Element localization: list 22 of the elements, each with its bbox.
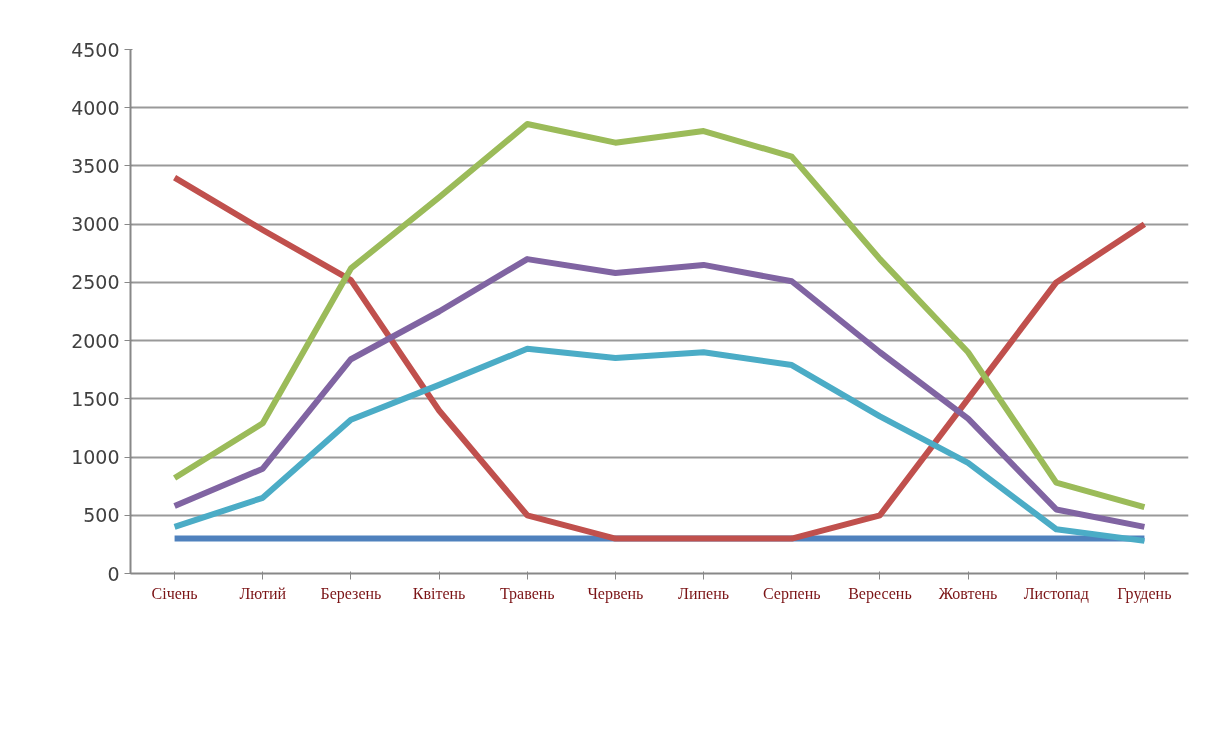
x-tick-label: Жовтень bbox=[938, 584, 998, 602]
x-tick-label: Вересень bbox=[848, 584, 912, 603]
x-tick-label: Грудень bbox=[1117, 584, 1172, 603]
x-tick-label: Червень bbox=[587, 584, 644, 603]
y-tick-label: 4000 bbox=[71, 96, 120, 119]
x-tick-label: Лютий bbox=[239, 584, 287, 602]
x-tick-label: Квітень bbox=[412, 584, 466, 602]
x-tick-label: Листопад bbox=[1023, 584, 1089, 603]
x-tick-label: Серпень bbox=[763, 584, 821, 603]
x-tick-label: Липень bbox=[678, 584, 730, 602]
y-tick-label: 500 bbox=[83, 504, 120, 527]
x-tick-label: Січень bbox=[151, 584, 198, 602]
x-tick-label: Травень bbox=[499, 584, 555, 603]
x-tick-label: Березень bbox=[320, 584, 382, 603]
y-tick-label: 0 bbox=[107, 562, 120, 585]
y-tick-label: 1000 bbox=[71, 446, 120, 469]
y-tick-label: 1500 bbox=[71, 387, 120, 410]
y-tick-label: 3000 bbox=[71, 213, 120, 236]
y-tick-label: 2000 bbox=[71, 329, 120, 352]
y-tick-label: 2500 bbox=[71, 271, 120, 294]
y-tick-label: 4500 bbox=[71, 38, 120, 61]
y-tick-label: 3500 bbox=[71, 154, 120, 177]
